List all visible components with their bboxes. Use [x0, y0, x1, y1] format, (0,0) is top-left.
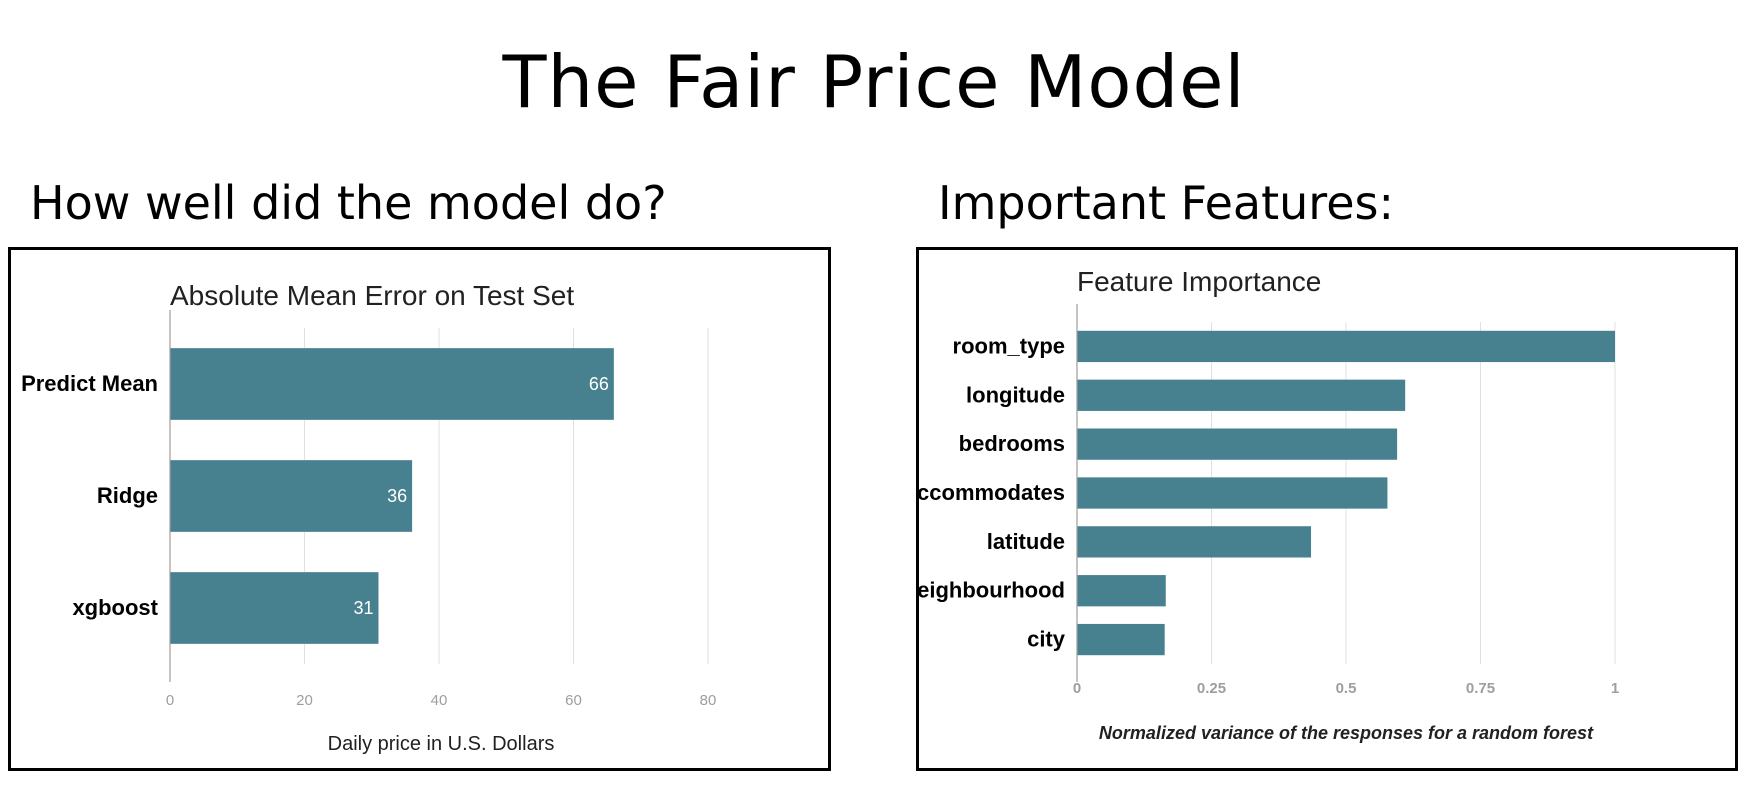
- category-label: Predict Mean: [21, 371, 158, 396]
- chart-title: Absolute Mean Error on Test Set: [170, 280, 574, 311]
- page-title: The Fair Price Model: [502, 40, 1246, 124]
- x-tick-label: 1: [1611, 680, 1619, 697]
- x-axis-title: Daily price in U.S. Dollars: [328, 733, 555, 755]
- model-performance-heading: How well did the model do?: [30, 176, 667, 230]
- bar-xgboost: [170, 572, 379, 644]
- bar-neighbourhood: [1077, 575, 1166, 607]
- category-label: room_type: [953, 333, 1065, 358]
- category-label: longitude: [966, 382, 1065, 407]
- category-label: accommodates: [919, 480, 1065, 505]
- feature-importance-chart: Feature Importance 0 0.25 0.5 0.75 1 room_type…: [919, 266, 1619, 743]
- bar-predict-mean: [170, 348, 614, 420]
- chart-title: Feature Importance: [1077, 266, 1321, 297]
- x-tick-label: 0: [166, 692, 174, 709]
- mean-error-chart-panel: Absolute Mean Error on Test Set 0 20 40 60 80…: [8, 247, 831, 771]
- data-label: 66: [589, 374, 609, 394]
- category-label: city: [1027, 627, 1066, 652]
- bar-ridge: [170, 460, 413, 532]
- bar-city: [1077, 623, 1165, 656]
- x-axis-title: Normalized variance of the responses for…: [1099, 723, 1594, 743]
- data-label: 31: [353, 598, 373, 618]
- x-tick-label: 40: [431, 692, 448, 709]
- feature-importance-chart-panel: Feature Importance 0 0.25 0.5 0.75 1 room_type…: [916, 247, 1738, 771]
- x-tick-label: 0: [1073, 680, 1081, 697]
- x-tick-label: 0.5: [1336, 680, 1357, 697]
- x-tick-label: 0.25: [1197, 680, 1226, 697]
- x-tick-label: 60: [565, 692, 582, 709]
- category-label: latitude: [987, 529, 1065, 554]
- important-features-heading: Important Features:: [938, 176, 1394, 230]
- x-tick-label: 0.75: [1466, 680, 1495, 697]
- category-label: neighbourhood: [919, 578, 1065, 603]
- category-label: Ridge: [97, 483, 158, 508]
- bar-longitude: [1077, 379, 1406, 411]
- bar-accommodates: [1077, 477, 1388, 509]
- bar-room-type: [1077, 330, 1615, 363]
- category-label: bedrooms: [959, 431, 1065, 456]
- bar-bedrooms: [1077, 428, 1398, 460]
- mean-error-chart: Absolute Mean Error on Test Set 0 20 40 60 80…: [21, 280, 717, 755]
- category-label: xgboost: [72, 595, 158, 620]
- x-tick-label: 80: [700, 692, 717, 709]
- bar-latitude: [1077, 526, 1312, 558]
- data-label: 36: [387, 486, 407, 506]
- x-tick-label: 20: [296, 692, 313, 709]
